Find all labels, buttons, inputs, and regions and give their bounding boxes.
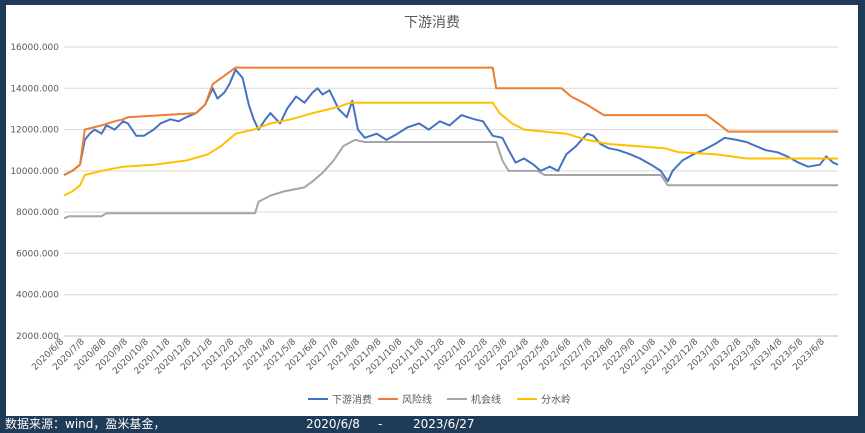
y-tick-label: 16000.000: [10, 43, 59, 53]
footer-start-date: 2020/6/8: [306, 417, 360, 431]
legend-label: 机会线: [471, 393, 501, 406]
footer-separator: -: [378, 417, 383, 431]
legend-label: 风险线: [402, 393, 432, 406]
gridlines: [64, 46, 838, 337]
legend: 下游消费 风险线 机会线 分水岭: [308, 393, 571, 406]
y-tick-label: 12000.000: [10, 126, 59, 136]
legend-label: 下游消费: [332, 393, 372, 406]
chart-title: 下游消费: [404, 15, 460, 31]
series-line: [63, 68, 839, 183]
series-line: [63, 66, 838, 176]
legend-label: 分水岭: [541, 393, 571, 406]
series-lines: [63, 66, 839, 220]
x-axis: 2020/6/82020/7/82020/8/82020/9/82020/10/…: [30, 335, 838, 377]
y-axis: 2000.000 4000.000 6000.000 8000.000 10000.00…: [10, 43, 59, 342]
y-tick-label: 6000.000: [16, 249, 59, 259]
chart-panel: 下游消费 2000.000 4000.000 6000.000 8000.000 100…: [6, 5, 858, 416]
series-line: [63, 101, 838, 197]
y-tick-label: 14000.000: [10, 84, 59, 94]
y-tick-label: 2000.000: [16, 332, 59, 342]
y-tick-label: 8000.000: [16, 208, 59, 218]
footer-bar: 数据来源：wind，盈米基金， 2020/6/8 - 2023/6/27: [0, 416, 865, 433]
line-chart: 下游消费 2000.000 4000.000 6000.000 8000.000 100…: [10, 15, 839, 406]
footer-end-date: 2023/6/27: [413, 417, 475, 431]
y-tick-label: 4000.000: [16, 291, 59, 301]
footer-source: 数据来源：wind，盈米基金，: [5, 417, 166, 431]
series-line: [63, 138, 838, 220]
y-tick-label: 10000.000: [10, 167, 59, 177]
